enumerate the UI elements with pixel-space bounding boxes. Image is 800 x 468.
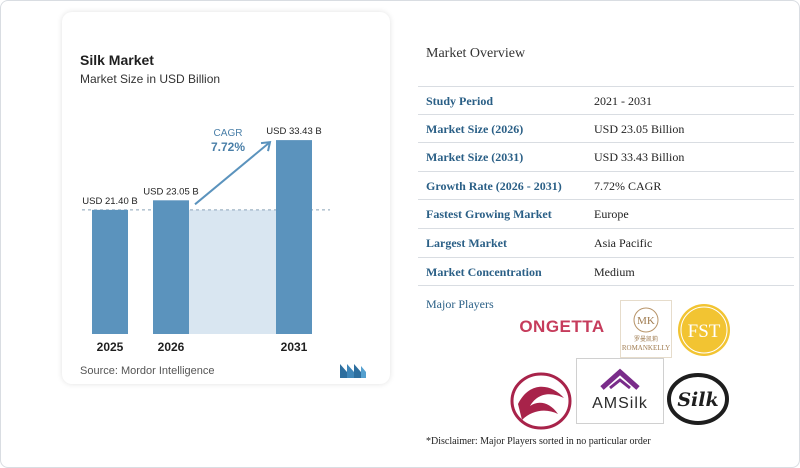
bar-2026: [153, 200, 189, 334]
fst-logo-text: FST: [688, 321, 721, 342]
bar-chart: USD 21.40 B USD 23.05 B USD 33.43 B 2025 20…: [82, 126, 330, 354]
mordor-intelligence-logo-icon: [340, 364, 366, 378]
romankelly-logo: MK 罗曼凯莉 ROMANKELLY: [620, 300, 672, 358]
x-tick-2026: 2026: [158, 340, 185, 354]
row-label: Largest Market: [426, 235, 507, 250]
cagr-arrowhead-icon: [260, 140, 272, 152]
cagr-arrow: [194, 141, 271, 206]
overview-row: Market Size (2031) USD 33.43 Billion: [418, 143, 794, 172]
chart-title: Silk Market: [80, 52, 154, 68]
row-label: Market Size (2026): [426, 121, 524, 136]
chart-source: Source: Mordor Intelligence: [80, 365, 215, 377]
fst-logo: FST: [676, 302, 732, 358]
row-value: Europe: [594, 207, 629, 222]
romankelly-chinese: 罗曼凯莉: [634, 335, 658, 343]
row-value: 2021 - 2031: [594, 94, 652, 108]
ongetta-logo: ONGETTA: [512, 306, 612, 346]
data-label-2031: USD 33.43 B: [266, 126, 321, 137]
overview-row: Fastest Growing Market Europe: [418, 200, 794, 229]
romankelly-mark: MK: [637, 315, 655, 327]
data-label-2026: USD 23.05 B: [143, 186, 198, 197]
row-label: Market Size (2031): [426, 150, 524, 165]
bar-2031: [276, 140, 312, 334]
ribbon-logo-icon: [508, 370, 574, 432]
row-value: 7.72% CAGR: [594, 178, 662, 193]
amsilk-logo-text: AMSilk: [592, 395, 648, 412]
chart-card: Silk Market Market Size in USD Billion U…: [62, 12, 390, 384]
overview-row: Largest Market Asia Pacific: [418, 229, 794, 258]
chart-subtitle: Market Size in USD Billion: [80, 72, 221, 86]
disclaimer: *Disclaimer: Major Players sorted in no …: [426, 436, 651, 447]
overview-row: Market Size (2026) USD 23.05 Billion: [418, 115, 794, 144]
overview-table: Study Period 2021 - 2031 Market Size (202…: [418, 86, 794, 287]
overview-row: Market Concentration Medium: [418, 258, 794, 287]
row-label: Growth Rate (2026 - 2031): [426, 178, 562, 193]
major-players-title: Major Players: [426, 297, 494, 311]
overview-row: Study Period 2021 - 2031: [418, 86, 794, 115]
row-value: Asia Pacific: [594, 235, 653, 250]
bar-2025: [92, 209, 128, 334]
row-label: Study Period: [426, 94, 494, 108]
overview-title: Market Overview: [426, 46, 526, 61]
ongetta-logo-text: ONGETTA: [519, 317, 604, 336]
romankelly-name: ROMANKELLY: [622, 344, 670, 352]
row-value: USD 23.05 Billion: [594, 121, 685, 136]
silk-logo: Silk: [666, 372, 730, 426]
silk-logo-text: Silk: [677, 389, 718, 411]
row-label: Fastest Growing Market: [426, 207, 552, 222]
row-value: USD 33.43 Billion: [594, 150, 685, 165]
row-label: Market Concentration: [426, 264, 542, 279]
amsilk-logo: AMSilk: [576, 358, 664, 424]
data-label-2025: USD 21.40 B: [82, 196, 137, 207]
cagr-value: 7.72%: [211, 140, 245, 154]
x-tick-2025: 2025: [97, 340, 124, 354]
overview-row: Growth Rate (2026 - 2031) 7.72% CAGR: [418, 172, 794, 201]
cagr-shaded-area: [189, 209, 276, 334]
x-tick-2031: 2031: [281, 340, 308, 354]
row-value: Medium: [594, 264, 635, 279]
cagr-label: CAGR: [214, 128, 243, 139]
